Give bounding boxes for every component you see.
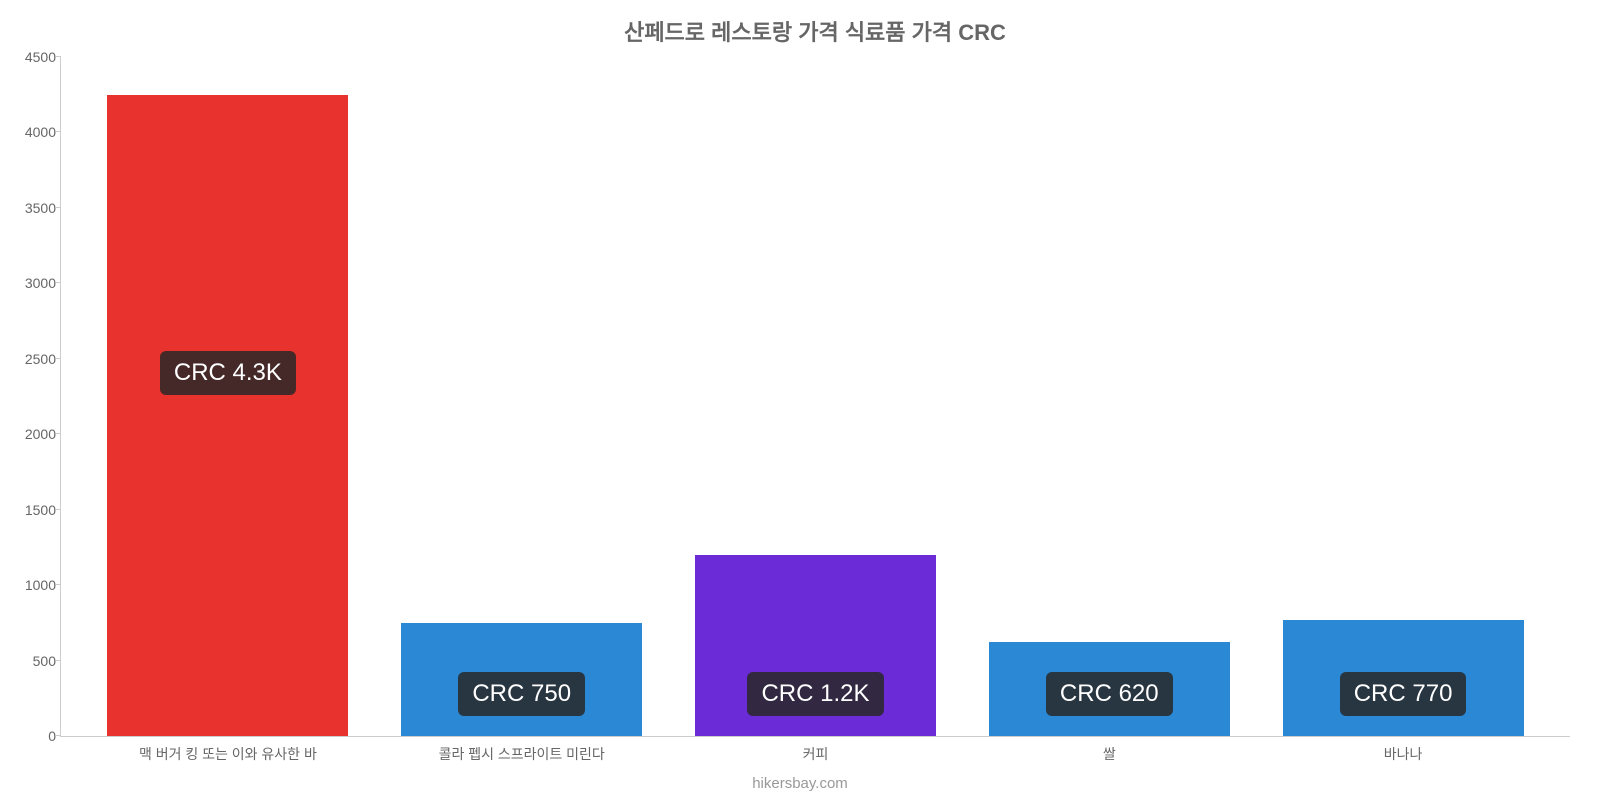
y-tick-label: 500 [11,653,56,669]
y-tick-mark [56,207,61,208]
bar-group: CRC 4.3K [81,57,375,736]
bar-group: CRC 620 [962,57,1256,736]
y-tick-label: 1500 [11,502,56,518]
bars-area: CRC 4.3K CRC 750 CRC 1.2K CRC 620 CRC 770 [61,57,1570,736]
bar: CRC 620 [989,642,1230,736]
y-tick-mark [56,358,61,359]
y-tick-label: 2500 [11,351,56,367]
y-tick-label: 4500 [11,49,56,65]
y-tick-mark [56,735,61,736]
bar-group: CRC 750 [375,57,669,736]
bar-value-label: CRC 620 [1046,672,1173,716]
x-axis-label: 바나나 [1256,744,1550,764]
bar-value-label: CRC 4.3K [160,351,296,395]
y-tick-mark [56,433,61,434]
bar: CRC 4.3K [107,95,348,736]
bar-value-label: CRC 750 [458,672,585,716]
bar-group: CRC 1.2K [669,57,963,736]
y-tick-mark [56,509,61,510]
bar: CRC 750 [401,623,642,736]
bar-group: CRC 770 [1256,57,1550,736]
y-tick-mark [56,56,61,57]
y-tick-mark [56,131,61,132]
y-tick-label: 1000 [11,577,56,593]
bar-value-label: CRC 770 [1340,672,1467,716]
source-label: hikersbay.com [752,775,848,792]
y-tick-mark [56,584,61,585]
chart-title: 산페드로 레스토랑 가격 식료품 가격 CRC [60,15,1570,47]
x-axis-label: 콜라 펩시 스프라이트 미린다 [375,744,669,764]
x-axis-label: 맥 버거 킹 또는 이와 유사한 바 [81,744,375,764]
y-tick-mark [56,660,61,661]
bar: CRC 1.2K [695,555,936,736]
y-tick-label: 2000 [11,426,56,442]
plot-area: 050010001500200025003000350040004500 CRC… [60,57,1570,737]
x-axis-label: 커피 [669,744,963,764]
x-axis-label: 쌀 [962,744,1256,764]
y-tick-label: 3500 [11,200,56,216]
y-axis: 050010001500200025003000350040004500 [11,57,56,736]
y-tick-label: 4000 [11,124,56,140]
y-tick-label: 0 [11,728,56,744]
bar: CRC 770 [1283,620,1524,736]
chart-container: 산페드로 레스토랑 가격 식료품 가격 CRC 0500100015002000… [0,0,1600,800]
y-tick-label: 3000 [11,275,56,291]
y-tick-mark [56,282,61,283]
x-axis-labels: 맥 버거 킹 또는 이와 유사한 바콜라 펩시 스프라이트 미린다커피쌀바나나 [61,744,1570,764]
bar-value-label: CRC 1.2K [747,672,883,716]
